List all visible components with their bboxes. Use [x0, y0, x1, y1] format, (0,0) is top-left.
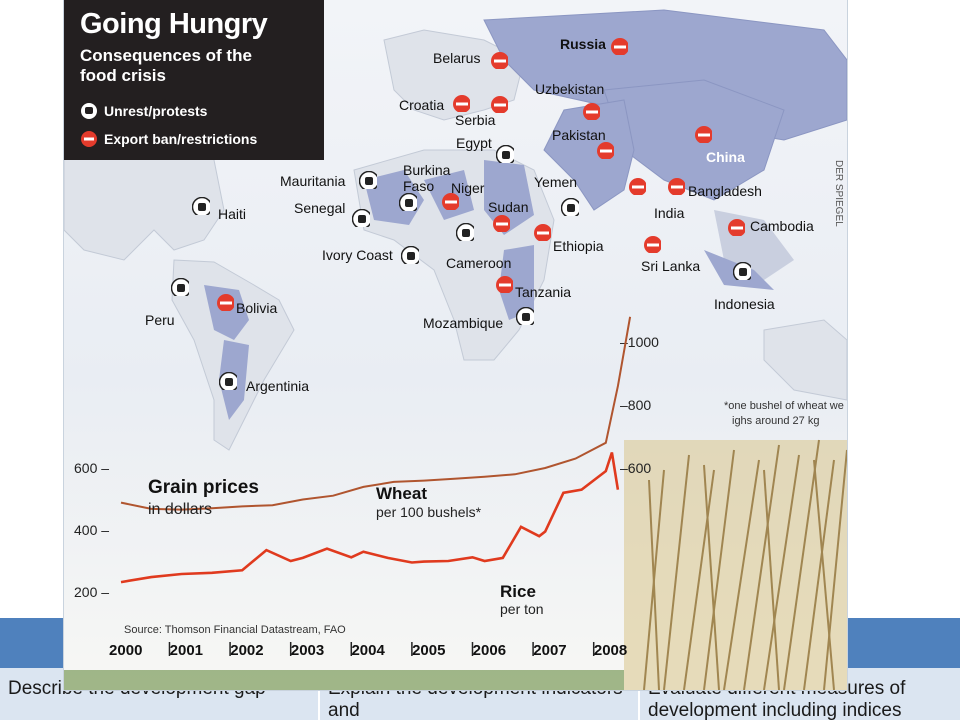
right-tick-label: –600 — [620, 460, 651, 476]
no-entry-icon — [583, 103, 600, 120]
right-tick-label: –800 — [620, 397, 651, 413]
country-label-egypt: Egypt — [456, 135, 492, 151]
no-entry-icon — [81, 131, 97, 147]
fist-icon — [733, 262, 751, 280]
x-tick-label: 2005 — [412, 642, 445, 659]
no-entry-icon — [644, 236, 661, 253]
x-tick-label: 2007 — [533, 642, 566, 659]
country-label-china: China — [706, 149, 745, 165]
country-label-croatia: Croatia — [399, 97, 445, 113]
country-label-senegal: Senegal — [294, 200, 346, 216]
country-label-haiti: Haiti — [218, 206, 247, 222]
chart-subtitle: in dollars — [148, 501, 212, 518]
x-tick-label: 2006 — [473, 642, 506, 659]
legend-item-unrest: Unrest/protests — [80, 102, 207, 120]
no-entry-icon — [442, 193, 459, 210]
no-entry-icon — [629, 178, 646, 195]
series-unit-rice: per ton — [500, 601, 544, 617]
series-label-rice: Rice — [500, 582, 536, 601]
no-entry-icon — [597, 142, 614, 159]
x-tick-label: 2002 — [230, 642, 263, 659]
no-entry-icon — [491, 96, 508, 113]
country-label-serbia: Serbia — [455, 112, 496, 128]
country-label-sri-lanka: Sri Lanka — [641, 258, 701, 274]
fist-icon — [496, 145, 514, 163]
no-entry-icon — [491, 52, 508, 69]
left-tick-label: 600 – — [74, 460, 109, 476]
wheat-field — [64, 439, 847, 690]
series-line-wheat — [120, 452, 620, 584]
country-label-burkina-faso: Burkina Faso — [403, 162, 451, 194]
country-label-sudan: Sudan — [488, 199, 529, 215]
fist-icon — [399, 193, 417, 211]
country-label-peru: Peru — [145, 312, 175, 328]
country-label-bolivia: Bolivia — [236, 300, 278, 316]
no-entry-icon — [668, 178, 685, 195]
no-entry-icon — [496, 276, 513, 293]
country-label-mozambique: Mozambique — [423, 315, 504, 331]
fist-icon — [516, 307, 534, 325]
left-tick-label: 200 – — [74, 584, 109, 600]
legend-box: Going Hungry Consequences of the food cr… — [64, 0, 324, 160]
no-entry-icon — [611, 38, 628, 55]
country-label-niger: Niger — [451, 180, 485, 196]
country-label-belarus: Belarus — [433, 50, 481, 66]
x-tick-label: 2001 — [170, 642, 203, 659]
footnote-line-2: ighs around 27 kg — [732, 415, 819, 427]
legend-item-ban: Export ban/restrictions — [80, 130, 257, 148]
country-label-cameroon: Cameroon — [446, 255, 512, 271]
country-label-bangladesh: Bangladesh — [688, 183, 762, 199]
fist-icon — [219, 372, 237, 390]
series-label-wheat: Wheat — [376, 484, 427, 503]
country-label-yemen: Yemen — [534, 174, 578, 190]
country-label-tanzania: Tanzania — [515, 284, 572, 300]
x-tick-label: 2000 — [109, 642, 142, 659]
series-unit-wheat: per 100 bushels* — [376, 504, 482, 520]
credit-text: DER SPIEGEL — [833, 160, 844, 227]
no-entry-icon — [493, 215, 510, 232]
no-entry-icon — [217, 294, 234, 311]
fist-icon — [192, 197, 210, 215]
fist-icon — [352, 209, 370, 227]
left-tick-label: 400 – — [74, 522, 109, 538]
map-subtitle: Consequences of the food crisis — [80, 46, 252, 85]
fist-icon — [171, 278, 189, 296]
country-label-pakistan: Pakistan — [552, 127, 606, 143]
country-label-ivory-coast: Ivory Coast — [322, 247, 393, 263]
country-label-mauritania: Mauritania — [280, 173, 346, 189]
source-note: Source: Thomson Financial Datastream, FA… — [124, 624, 346, 636]
country-label-india: India — [654, 205, 685, 221]
no-entry-icon — [534, 224, 551, 241]
right-tick-label: –1000 — [620, 334, 659, 350]
country-label-ethiopia: Ethiopia — [553, 238, 604, 254]
x-tick-label: 2008 — [594, 642, 627, 659]
series-line-rice — [120, 316, 632, 511]
x-tick-label: 2003 — [291, 642, 324, 659]
footnote-line-1: *one bushel of wheat we — [724, 400, 844, 412]
chart-title: Grain prices — [148, 477, 259, 498]
map-title: Going Hungry — [80, 8, 268, 40]
no-entry-icon — [453, 95, 470, 112]
x-tick-label: 2004 — [351, 642, 385, 659]
country-label-argentinia: Argentinia — [246, 378, 310, 394]
country-label-indonesia: Indonesia — [714, 296, 775, 312]
country-label-russia: Russia — [560, 36, 606, 52]
fist-icon — [401, 246, 419, 264]
grain-price-chart: 200 – 400 – 600 – –600 –800 –1000 2000 2001 2002… — [74, 316, 844, 659]
no-entry-icon — [728, 219, 745, 236]
no-entry-icon — [695, 126, 712, 143]
fist-icon — [81, 103, 97, 119]
fist-icon — [456, 223, 474, 241]
country-label-uzbekistan: Uzbekistan — [535, 81, 605, 97]
fist-icon — [359, 171, 377, 189]
fist-icon — [561, 198, 579, 216]
country-label-cambodia: Cambodia — [750, 218, 814, 234]
